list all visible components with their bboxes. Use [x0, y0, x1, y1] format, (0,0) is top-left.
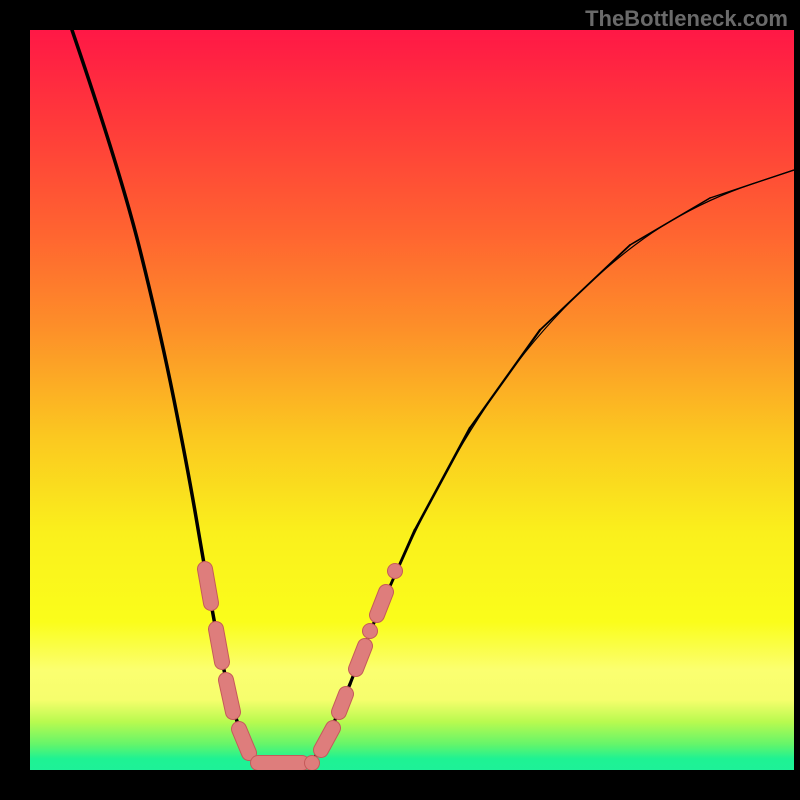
plot-svg	[30, 30, 794, 770]
chart-container: TheBottleneck.com	[0, 0, 800, 800]
gradient-background	[30, 30, 794, 770]
plot-area	[30, 30, 794, 770]
watermark-text: TheBottleneck.com	[585, 6, 788, 32]
